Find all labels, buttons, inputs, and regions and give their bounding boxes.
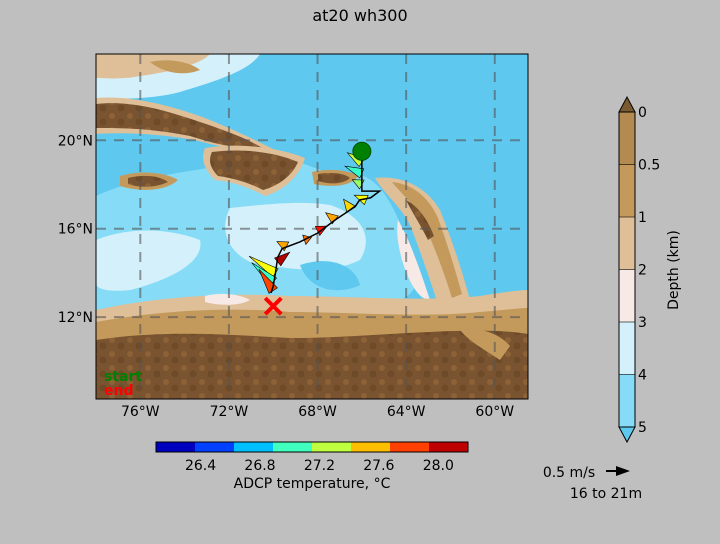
depth-colorbar-segment xyxy=(619,217,635,270)
depth-colorbar-segment xyxy=(619,374,635,428)
jamaica-land xyxy=(128,175,168,187)
temperature-colorbar: 26.4 26.8 27.2 27.6 28.0 xyxy=(155,441,469,474)
longitude-tick-labels: 76°W 72°W 68°W 64°W 60°W xyxy=(121,404,514,420)
vector-scale-arrow xyxy=(606,466,630,476)
temperature-colorbar-segment xyxy=(312,442,352,452)
depth-tick-label: 1 xyxy=(638,210,647,226)
depth-colorbar-top-extension xyxy=(618,95,636,113)
vector-depth-label: 16 to 21m xyxy=(570,486,642,502)
latitude-tick-label: 16°N xyxy=(58,222,93,238)
temperature-tick-label: 26.8 xyxy=(244,458,275,474)
depth-colorbar-segment xyxy=(619,269,635,323)
temperature-colorbar-segment xyxy=(429,442,469,452)
longitude-tick-label: 60°W xyxy=(475,404,514,420)
abc-islands-shelf xyxy=(205,293,250,305)
temperature-colorbar-segment xyxy=(273,442,313,452)
basin-deep xyxy=(300,261,360,291)
latitude-tick-labels: 20°N 16°N 12°N xyxy=(58,133,93,326)
depth-colorbar-bottom-extension xyxy=(618,426,636,444)
temperature-tick-label: 27.2 xyxy=(304,458,335,474)
latitude-tick-label: 20°N xyxy=(58,133,93,149)
start-marker xyxy=(352,141,372,161)
depth-tick-label: 2 xyxy=(638,263,647,279)
temperature-colorbar-segment xyxy=(351,442,391,452)
chart-title: at20 wh300 xyxy=(312,6,407,25)
map-panel xyxy=(96,54,528,399)
temperature-colorbar-segment xyxy=(156,442,196,452)
lesser-antilles-islands xyxy=(406,200,434,240)
depth-tick-label: 5 xyxy=(638,420,647,436)
depth-colorbar-segment xyxy=(619,322,635,375)
temperature-tick-label: 28.0 xyxy=(423,458,454,474)
temperature-colorbar-segment xyxy=(234,442,274,452)
temperature-tick-label: 26.4 xyxy=(185,458,216,474)
temperature-colorbar-label: ADCP temperature, °C xyxy=(234,476,391,492)
puerto-rico xyxy=(318,173,350,184)
depth-colorbar: 0 0.5 1 2 3 4 5 xyxy=(618,95,660,444)
depth-colorbar-segment xyxy=(619,164,635,218)
temperature-colorbar-segment xyxy=(390,442,430,452)
depth-tick-label: 4 xyxy=(638,368,647,384)
longitude-tick-label: 68°W xyxy=(298,404,337,420)
legend-start: start xyxy=(104,369,142,385)
depth-tick-label: 0.5 xyxy=(638,158,660,174)
hispaniola xyxy=(210,150,298,190)
bahamas-shallow xyxy=(96,54,210,79)
depth-colorbar-label: Depth (km) xyxy=(666,230,682,310)
south-america xyxy=(96,330,528,399)
temperature-tick-label: 27.6 xyxy=(363,458,394,474)
orinoco-delta xyxy=(460,328,510,360)
temperature-colorbar-segment xyxy=(195,442,235,452)
depth-tick-label: 0 xyxy=(638,105,647,121)
depth-tick-label: 3 xyxy=(638,315,647,331)
latitude-tick-label: 12°N xyxy=(58,310,93,326)
map-frame xyxy=(95,53,529,400)
lesser-antilles-ridge xyxy=(392,182,462,298)
bahamas-bank xyxy=(150,60,200,74)
legend-end: end xyxy=(104,383,133,399)
cuba xyxy=(96,103,262,149)
vector-scale-label: 0.5 m/s xyxy=(543,465,595,481)
longitude-tick-label: 64°W xyxy=(387,404,426,420)
colombian-basin-shallow xyxy=(96,230,201,291)
temperature-colorbar-frame xyxy=(155,441,469,453)
ship-track-layer xyxy=(248,141,382,316)
longitude-tick-label: 76°W xyxy=(121,404,160,420)
depth-colorbar-segment xyxy=(619,112,635,165)
ship-track xyxy=(270,151,382,294)
graticule xyxy=(96,54,528,399)
end-marker xyxy=(263,296,283,316)
longitude-tick-label: 72°W xyxy=(210,404,249,420)
